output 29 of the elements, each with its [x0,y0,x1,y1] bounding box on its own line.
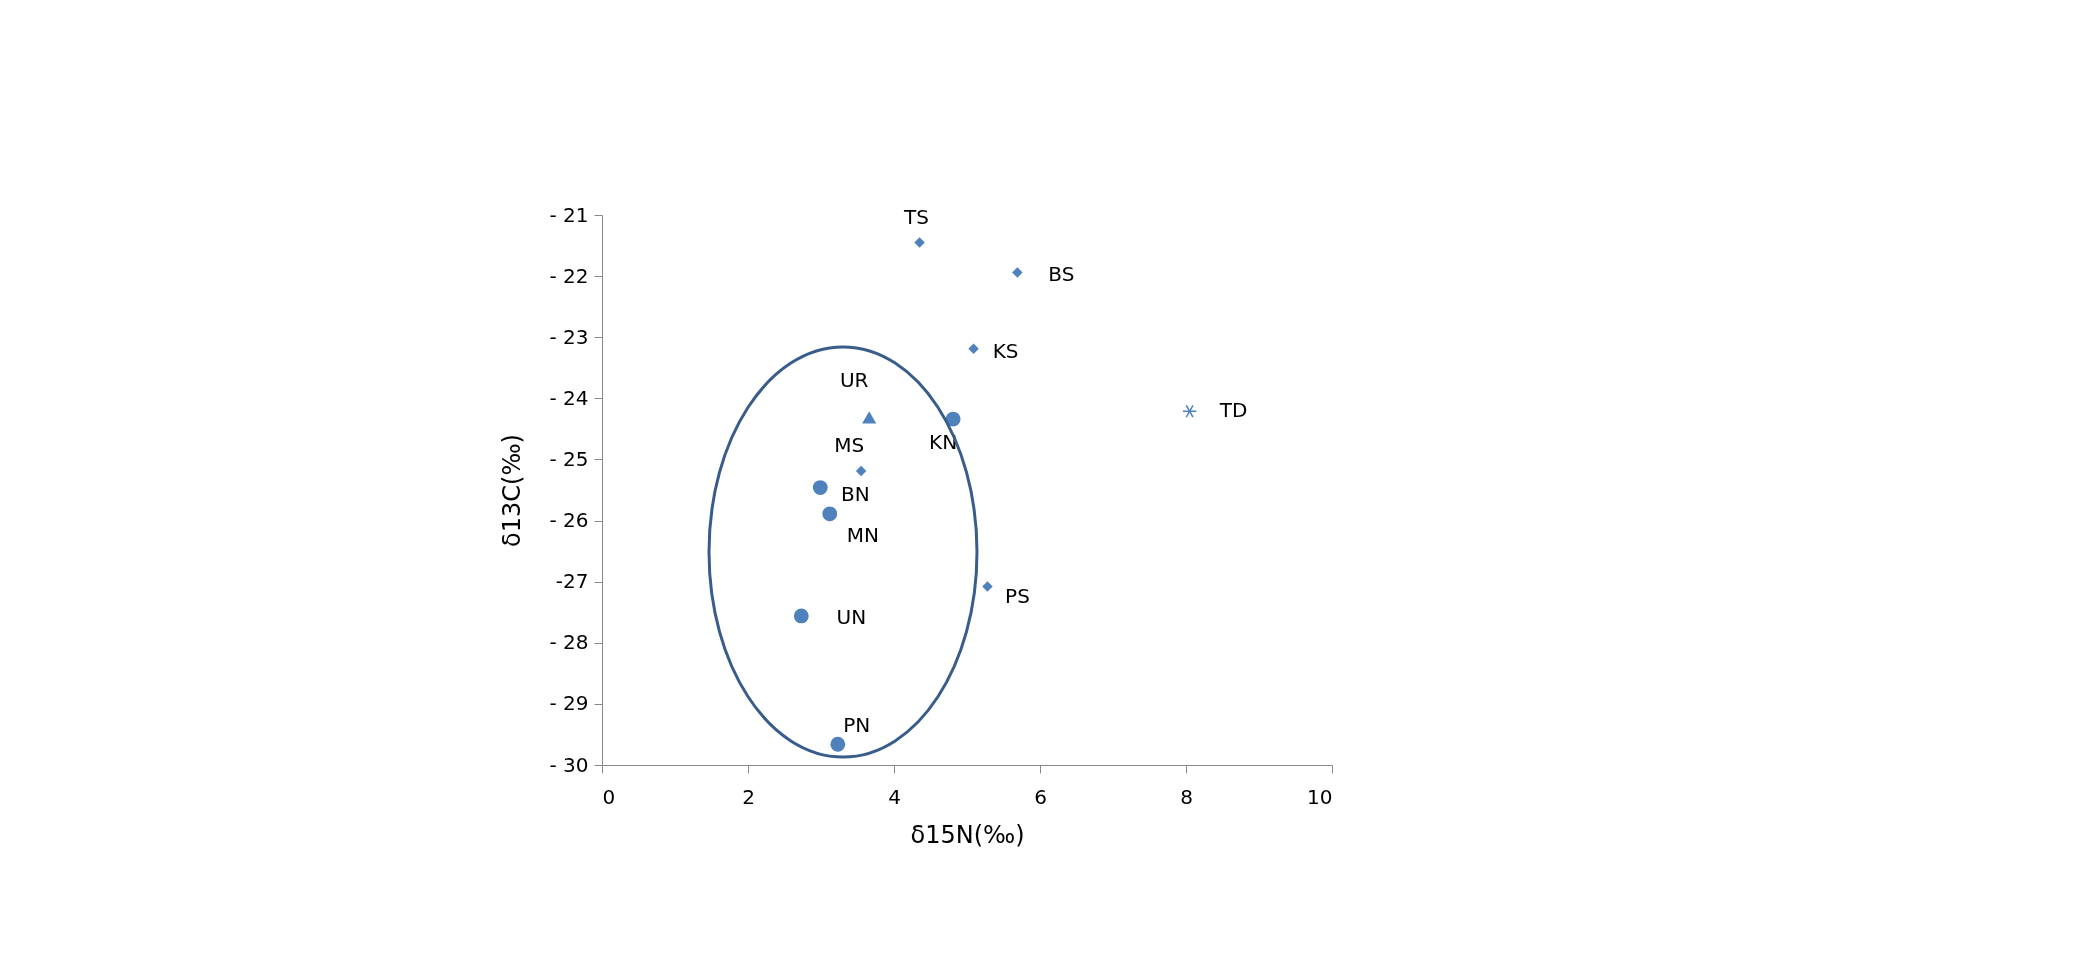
y-tick-label: - 26 [549,508,589,533]
y-tick-label: - 22 [549,263,589,288]
y-tick-label: - 28 [549,630,589,655]
annotation: UN [836,604,867,629]
annotation: PN [843,713,871,738]
y-axis-title: δ13C(‰) [498,434,527,547]
annotation: KS [992,338,1019,363]
x-axis-title: δ15N(‰) [910,820,1025,849]
x-tick-label: 0 [602,784,616,809]
y-tick-label: - 25 [549,446,589,471]
y-tick-label: - 30 [549,752,589,777]
y-tick-label: - 24 [549,385,589,410]
x-tick-label: 4 [888,784,901,809]
annotation: PS [1005,583,1030,608]
y-tick-label: - 21 [549,202,589,227]
y-tick-label: - 23 [549,324,589,349]
annotation: TS [903,204,930,229]
annotation: MS [834,433,865,458]
x-tick-label: 8 [1180,784,1193,809]
x-tick-label: 6 [1034,784,1047,809]
annotation: BS [1048,262,1075,287]
annotation: BN [840,481,870,506]
annotation: MN [846,522,879,547]
y-tick-label: - 29 [549,691,589,716]
y-tick-label: -27 [555,569,589,594]
x-tick-label: 10 [1307,784,1333,809]
annotation: TD [1218,398,1248,423]
annotation: UR [839,368,869,393]
x-tick-label: 2 [742,784,755,809]
